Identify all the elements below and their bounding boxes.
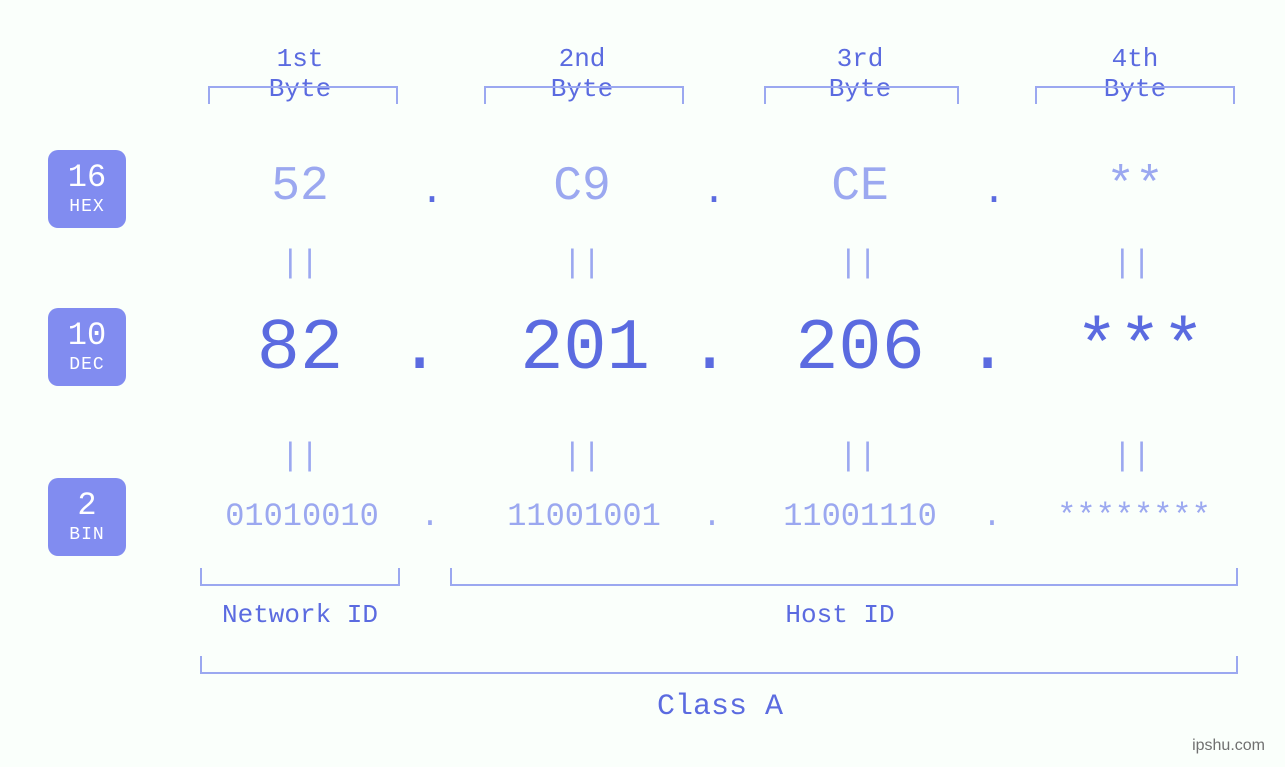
badge-bin-base: 2 [48, 490, 126, 522]
eq-2-1: || [280, 438, 320, 475]
hex-dot-2: . [702, 170, 722, 215]
badge-hex-base: 16 [48, 162, 126, 194]
hex-byte-3: CE [810, 160, 910, 214]
bin-byte-3: 11001110 [760, 498, 960, 535]
eq-1-4: || [1112, 245, 1152, 282]
badge-bin-label: BIN [48, 526, 126, 544]
dec-byte-1: 82 [230, 308, 370, 390]
dec-dot-3: . [966, 308, 1006, 390]
hex-byte-4: ** [1085, 160, 1185, 214]
bracket-byte-3 [764, 86, 959, 104]
dec-dot-1: . [398, 308, 438, 390]
eq-2-2: || [562, 438, 602, 475]
eq-1-3: || [838, 245, 878, 282]
eq-2-3: || [838, 438, 878, 475]
badge-dec: 10 DEC [48, 308, 126, 386]
bracket-class [200, 656, 1238, 674]
bin-dot-2: . [702, 498, 722, 535]
bracket-byte-2 [484, 86, 684, 104]
dec-dot-2: . [688, 308, 728, 390]
hex-dot-3: . [982, 170, 1002, 215]
dec-byte-4: *** [1055, 308, 1225, 390]
bin-byte-2: 11001001 [484, 498, 684, 535]
bin-dot-1: . [420, 498, 440, 535]
bracket-byte-1 [208, 86, 398, 104]
badge-hex: 16 HEX [48, 150, 126, 228]
bracket-network-id [200, 568, 400, 586]
dec-byte-3: 206 [775, 308, 945, 390]
eq-1-2: || [562, 245, 602, 282]
bin-byte-4: ******** [1034, 498, 1234, 535]
label-host-id: Host ID [780, 600, 900, 630]
badge-dec-base: 10 [48, 320, 126, 352]
ip-diagram: 16 HEX 10 DEC 2 BIN 1st Byte 2nd Byte 3r… [0, 0, 1285, 767]
bin-byte-1: 01010010 [202, 498, 402, 535]
hex-byte-1: 52 [250, 160, 350, 214]
eq-1-1: || [280, 245, 320, 282]
badge-bin: 2 BIN [48, 478, 126, 556]
bin-dot-3: . [982, 498, 1002, 535]
bracket-host-id [450, 568, 1238, 586]
watermark: ipshu.com [1192, 737, 1265, 755]
badge-hex-label: HEX [48, 198, 126, 216]
hex-byte-2: C9 [532, 160, 632, 214]
badge-dec-label: DEC [48, 356, 126, 374]
label-class: Class A [640, 690, 800, 724]
dec-byte-2: 201 [500, 308, 670, 390]
bracket-byte-4 [1035, 86, 1235, 104]
eq-2-4: || [1112, 438, 1152, 475]
hex-dot-1: . [420, 170, 440, 215]
label-network-id: Network ID [220, 600, 380, 630]
